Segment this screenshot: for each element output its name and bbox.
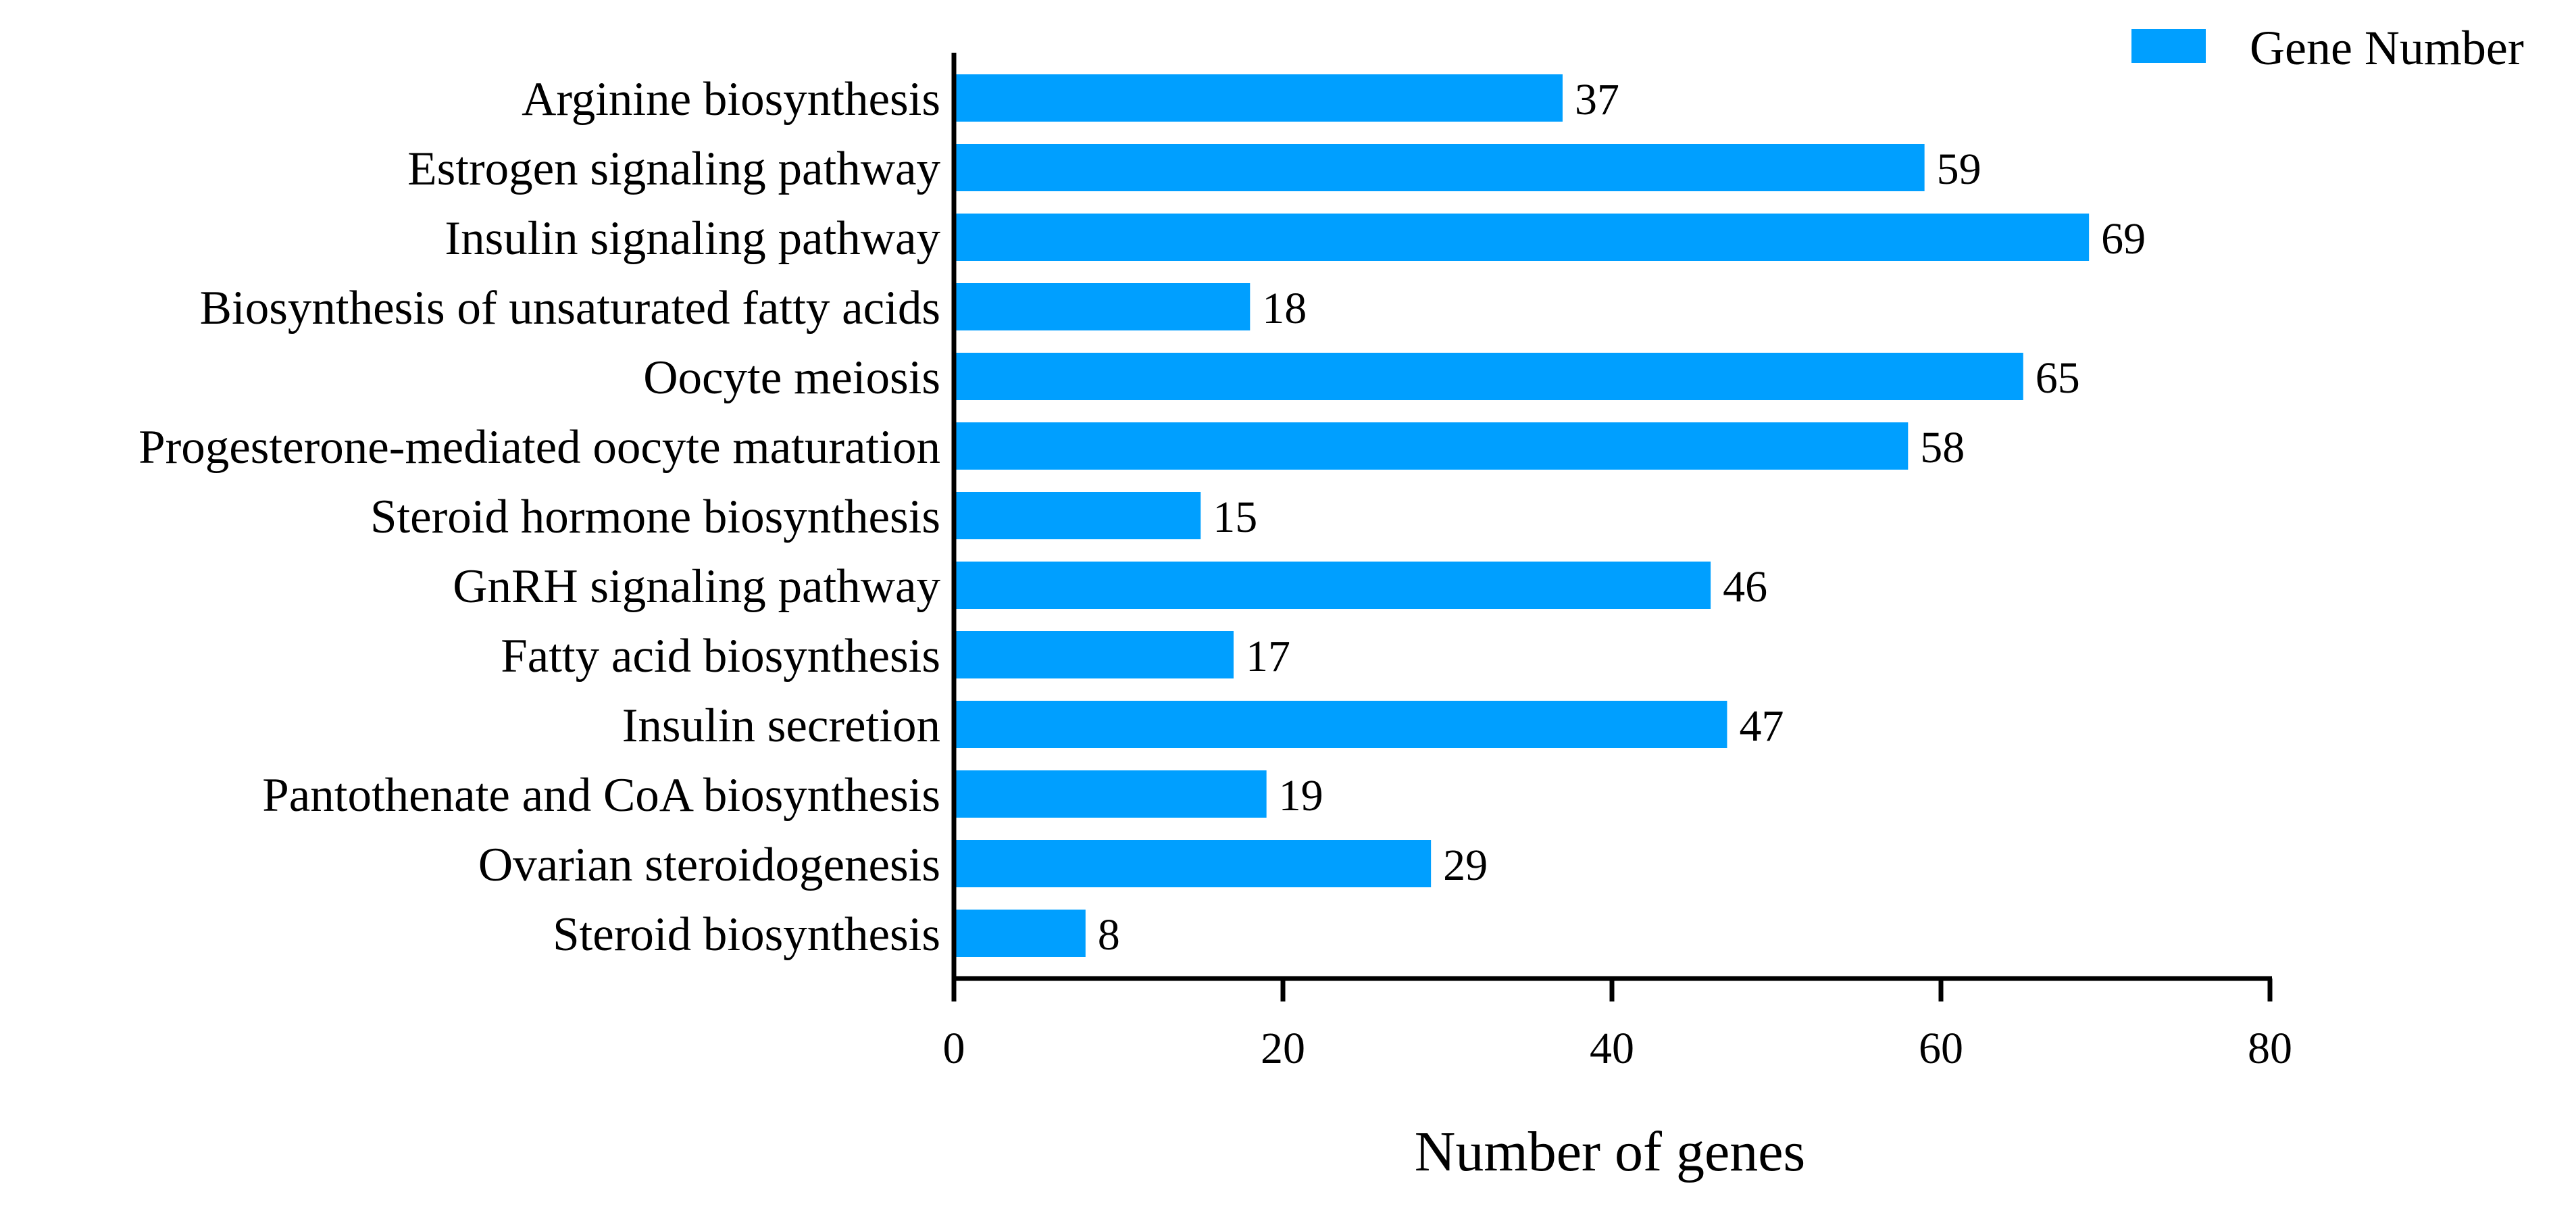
category-label: Ovarian steroidogenesis: [478, 839, 940, 891]
category-label: GnRH signaling pathway: [453, 560, 940, 613]
value-label: 46: [1723, 562, 1767, 612]
category-label: Progesterone-mediated oocyte maturation: [138, 421, 940, 474]
bar: [954, 631, 1234, 678]
x-axis-title: Number of genes: [1415, 1120, 1805, 1183]
bar: [954, 910, 1086, 957]
bar: [954, 840, 1432, 887]
category-label: Fatty acid biosynthesis: [501, 630, 940, 683]
bar: [954, 422, 1909, 470]
value-label: 47: [1739, 701, 1784, 751]
category-label: Insulin secretion: [622, 699, 940, 752]
category-label: Insulin signaling pathway: [445, 212, 940, 265]
x-tick-label: 20: [1261, 1024, 1305, 1073]
legend-label: Gene Number: [2250, 21, 2524, 75]
legend: Gene Number: [2131, 21, 2524, 75]
category-labels-layer: Arginine biosynthesis Estrogen signaling …: [138, 73, 940, 961]
value-label: 58: [1920, 423, 1965, 472]
bar: [954, 214, 2090, 261]
value-label: 37: [1575, 75, 1619, 124]
value-label: 29: [1443, 841, 1488, 890]
bar: [954, 492, 1201, 539]
value-label: 17: [1246, 632, 1290, 681]
value-label: 8: [1098, 910, 1120, 960]
value-label: 18: [1262, 284, 1307, 333]
bar: [954, 353, 2023, 400]
bar: [954, 74, 1563, 122]
category-label: Pantothenate and CoA biosynthesis: [262, 769, 940, 822]
axes-layer: 0 20 40 60 80: [943, 53, 2292, 1073]
category-label: Arginine biosynthesis: [522, 73, 940, 126]
category-label: Biosynthesis of unsaturated fatty acids: [200, 282, 940, 335]
category-label: Oocyte meiosis: [643, 351, 940, 404]
category-label: Estrogen signaling pathway: [407, 143, 940, 195]
category-label: Steroid biosynthesis: [553, 908, 940, 961]
value-label: 69: [2101, 214, 2146, 264]
value-label: 19: [1279, 771, 1323, 820]
value-labels-layer: 37 59 69 18 65 58 15 46 17 47 19 29 8: [1098, 75, 2146, 960]
x-tick-label: 80: [2248, 1024, 2292, 1073]
x-tick-label: 0: [943, 1024, 965, 1073]
x-tick-label: 40: [1590, 1024, 1634, 1073]
value-label: 15: [1213, 493, 1257, 542]
bar: [954, 283, 1251, 330]
bar: [954, 770, 1267, 818]
category-label: Steroid hormone biosynthesis: [370, 491, 940, 543]
bar: [954, 701, 1727, 748]
bar: [954, 144, 1925, 191]
bar: [954, 562, 1711, 609]
x-tick-label: 60: [1919, 1024, 1963, 1073]
value-label: 59: [1937, 145, 1981, 194]
value-label: 65: [2036, 353, 2080, 403]
legend-swatch: [2131, 29, 2206, 63]
bars-layer: [954, 74, 2090, 957]
